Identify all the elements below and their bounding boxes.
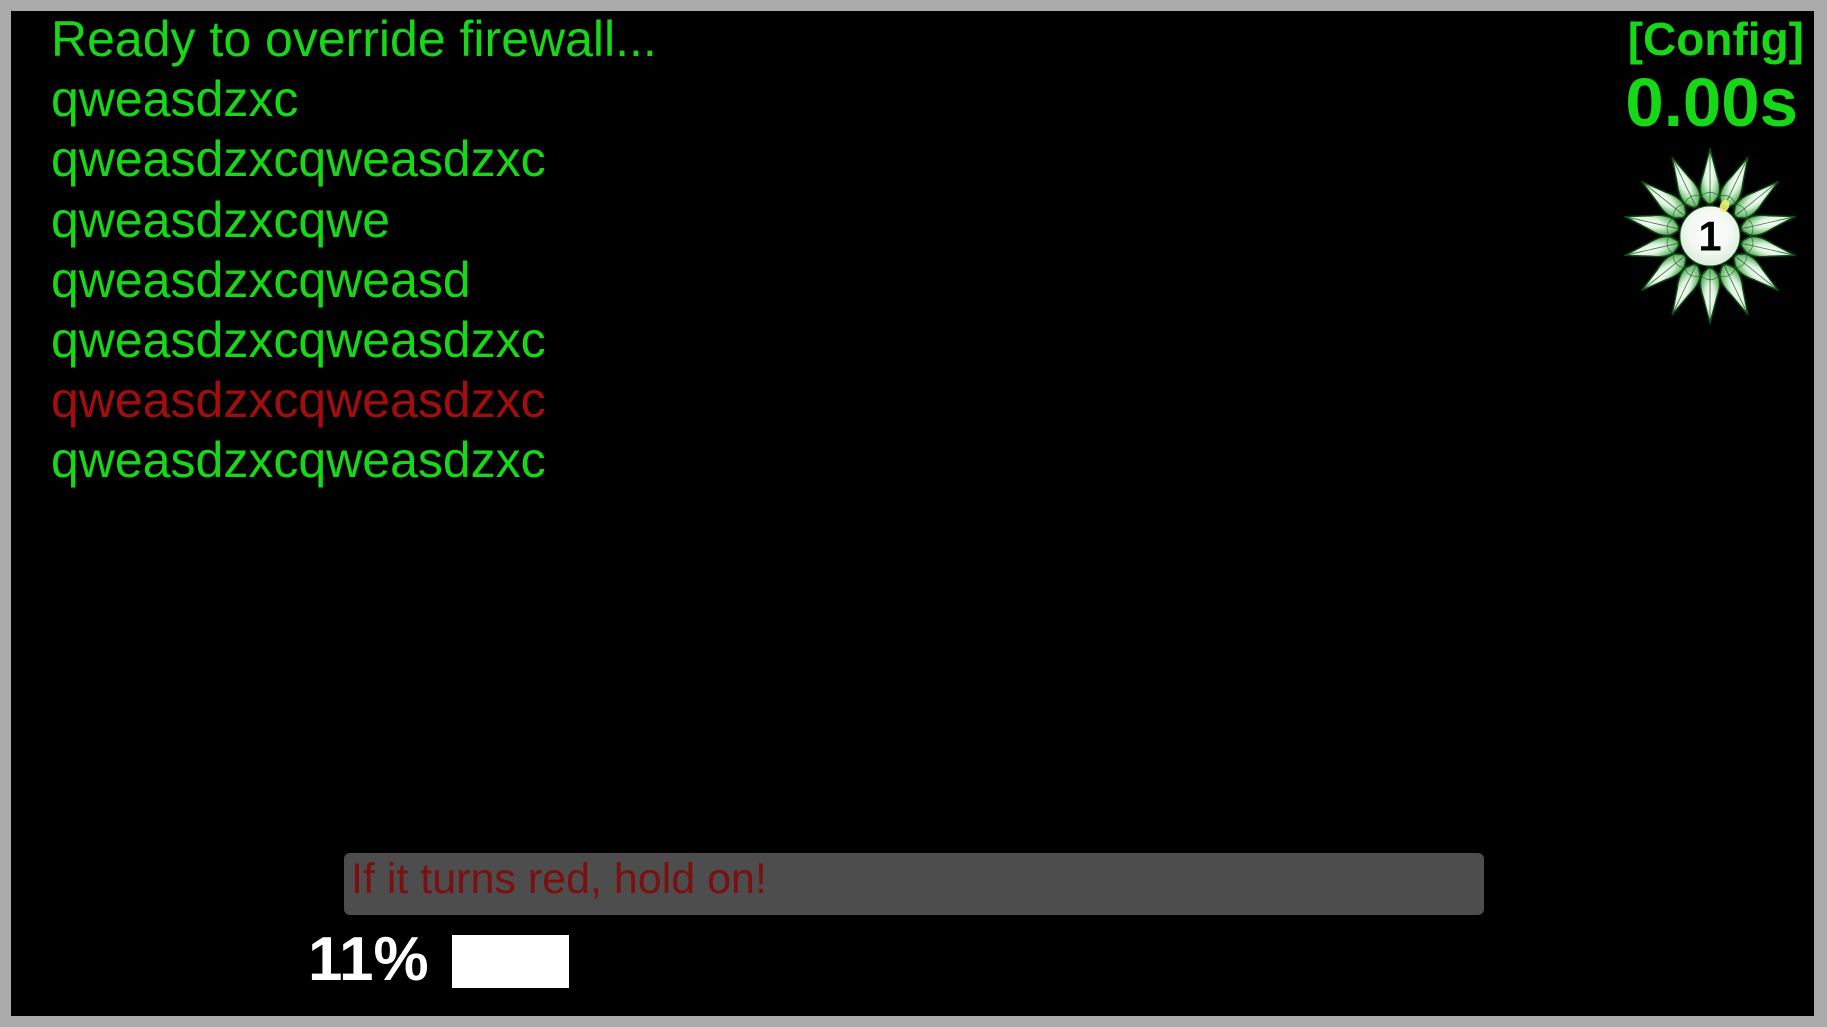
svg-text:1: 1 <box>1698 213 1721 260</box>
